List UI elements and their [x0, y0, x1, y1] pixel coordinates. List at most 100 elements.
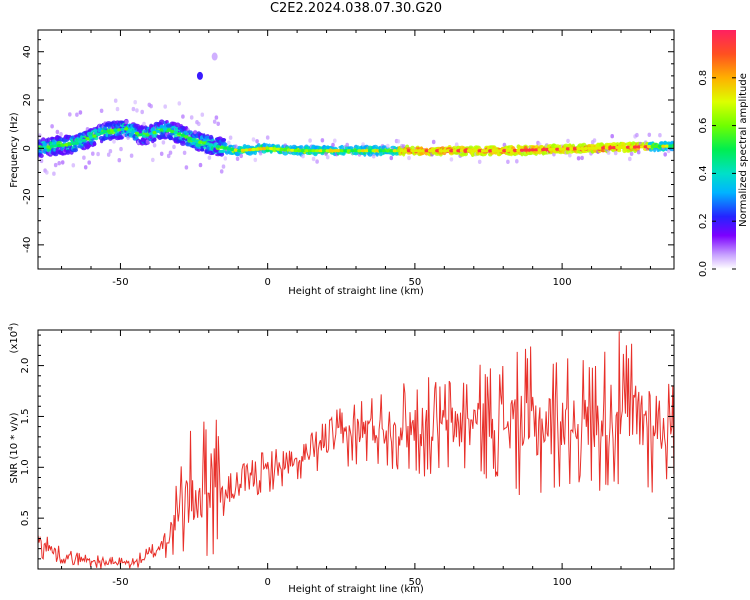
spectrogram-ridge-cell	[403, 149, 408, 153]
spectrogram-cell	[198, 162, 203, 168]
chart-title: C2E2.2024.038.07.30.G20	[269, 1, 443, 16]
spectrogram-cell	[617, 149, 622, 153]
colorbar-ticks: 0.0 0.2 0.4 0.6 0.8	[698, 70, 736, 277]
spectrogram-ridge-cell	[484, 149, 489, 153]
spectrogram-ridge-cell	[456, 149, 461, 153]
spectrogram-cell	[149, 104, 153, 109]
spectrogram-cell	[324, 151, 328, 156]
spectrogram-cell	[410, 145, 415, 151]
spectrogram-ridge-cell	[258, 147, 263, 151]
spectrogram-ridge-cell	[555, 147, 560, 151]
spectrogram-cell	[580, 155, 584, 161]
spectrogram-ridge-cell	[113, 128, 118, 132]
spectrogram-cell	[234, 144, 238, 149]
spectrogram-cell	[333, 138, 337, 143]
spectrogram-ridge-cell	[226, 147, 231, 151]
spectrogram-cell	[301, 154, 305, 159]
spectrogram-ridge-cell	[145, 133, 150, 137]
spectrogram-ridge-cell	[329, 149, 334, 153]
spectrogram-ridge-cell	[49, 144, 55, 149]
spectrogram-ridge-cell	[180, 133, 186, 137]
spectrogram-ridge-cell	[343, 149, 348, 153]
spectrogram-ridge-cell	[548, 147, 553, 151]
spectrogram-cell	[375, 151, 379, 157]
spectrogram-ridge-cell	[223, 146, 228, 150]
spectrogram-ridge-cell	[314, 149, 320, 153]
spectrogram-cell	[576, 156, 581, 161]
y-tick-label: 0.5	[20, 510, 31, 526]
colorbar-gradient	[712, 30, 736, 269]
spectrogram-ridge-cell	[428, 149, 433, 153]
spectrogram-cell	[71, 163, 76, 168]
spectrogram-cell	[308, 138, 312, 143]
spectrogram-ridge-cell	[601, 146, 606, 150]
x-tick-label: -50	[112, 577, 128, 588]
y-tick-label: -20	[22, 188, 33, 204]
spectrogram-ridge-cell	[632, 145, 638, 149]
spectrogram-cell	[96, 151, 100, 157]
spectrogram-cell	[68, 112, 72, 117]
spectrogram-ridge-cell	[597, 146, 602, 150]
colorbar-tick-label: 0.8	[698, 70, 709, 86]
spectrogram-isolated-feature	[196, 71, 203, 80]
spectrogram-cell	[592, 138, 597, 143]
spectrogram-ridge-cell	[378, 149, 383, 153]
spectrogram-ridge-cell	[78, 140, 83, 144]
x-tick-label: 100	[553, 277, 572, 288]
spectrogram-ridge-cell	[325, 149, 330, 153]
spectrogram-ridge-cell	[212, 144, 217, 148]
spectrogram-ridge-cell	[495, 149, 500, 153]
spectrogram-marks	[38, 52, 674, 176]
spectrogram-ridge-cell	[452, 149, 458, 153]
spectrogram-cell	[182, 150, 187, 155]
spectrogram-ridge-cell	[237, 149, 242, 153]
spectrogram-ridge-cell	[537, 148, 542, 152]
spectrogram-cell	[663, 152, 667, 157]
spectrogram-ridge-cell	[435, 149, 440, 153]
spectrogram-cell	[39, 153, 44, 158]
spectrogram-ridge-cell	[247, 148, 253, 152]
spectrogram-ridge-cell	[141, 134, 147, 138]
spectrogram-x-label: Height of straight line (km)	[288, 286, 424, 297]
spectrogram-ridge-cell	[431, 149, 436, 153]
spectrogram-ridge-cell	[629, 145, 634, 149]
spectrogram-ridge-cell	[640, 145, 645, 149]
spectrogram-ridge-cell	[523, 148, 528, 152]
spectrogram-cell	[227, 140, 231, 145]
spectrogram-ridge-cell	[198, 140, 203, 144]
spectrogram-cell	[235, 156, 240, 161]
spectrogram-ridge-cell	[399, 149, 405, 153]
spectrogram-cell	[181, 114, 185, 119]
spectrogram-cell	[174, 122, 181, 128]
spectrogram-ridge-cell	[332, 149, 337, 153]
spectrogram-ridge-cell	[459, 149, 465, 153]
x-tick-label: 100	[553, 577, 572, 588]
spectrogram-cell	[449, 157, 454, 162]
spectrogram-cell	[161, 140, 166, 145]
spectrogram-cell	[207, 155, 212, 160]
x-tick-label: 50	[409, 277, 422, 288]
spectrogram-cell	[221, 164, 226, 169]
spectrogram-ridge-cell	[300, 149, 306, 153]
spectrogram-ridge-cell	[339, 149, 345, 153]
spectrogram-ridge-cell	[71, 142, 76, 146]
spectrogram-cell	[212, 119, 217, 124]
spectrogram-ridge-cell	[413, 149, 419, 153]
spectrogram-cell	[396, 139, 401, 144]
spectrogram-cell	[152, 143, 157, 148]
spectrogram-ridge-cell	[240, 148, 246, 152]
spectrogram-ridge-cell	[654, 144, 659, 148]
spectrogram-cell	[214, 115, 219, 120]
spectrogram-ridge-cell	[424, 149, 429, 153]
spectrogram-ridge-cell	[569, 147, 574, 151]
spectrogram-ridge-cell	[64, 143, 69, 147]
spectrogram-ridge-cell	[265, 146, 270, 150]
y-tick-label: 1.0	[20, 459, 31, 475]
spectrogram-ridge-cell	[46, 145, 51, 149]
spectrogram-ridge-cell	[615, 145, 620, 150]
spectrogram-ridge-cell	[67, 142, 73, 146]
spectrogram-cell	[59, 132, 63, 137]
spectrogram-ridge-cell	[124, 127, 129, 131]
spectrogram-ridge-cell	[611, 146, 617, 150]
spectrogram-cell	[197, 121, 201, 127]
